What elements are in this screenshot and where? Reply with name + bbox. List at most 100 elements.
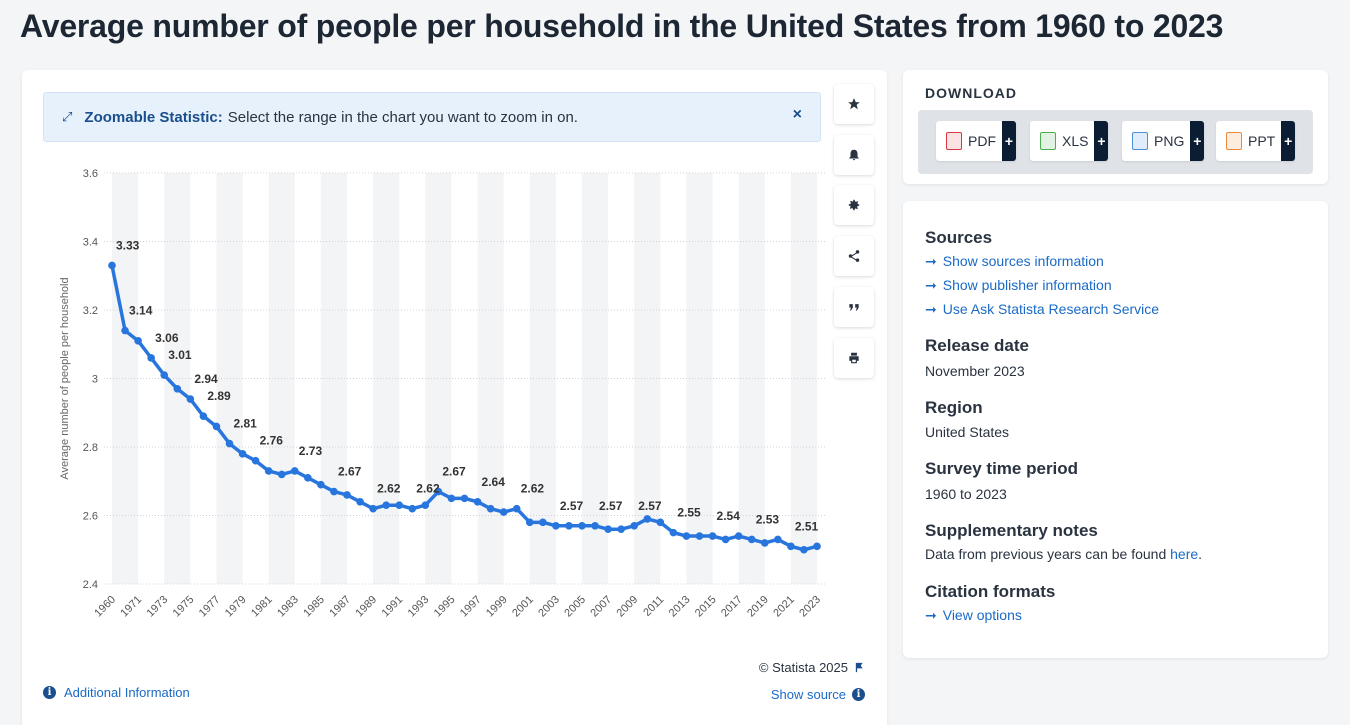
data-point [382,501,390,510]
x-tick-label: 1997 [458,594,484,620]
data-point [304,474,312,482]
x-tick-label: 2021 [771,594,797,620]
survey-period-title: Survey time period [925,459,1079,478]
download-ppt-label: PPT [1248,133,1276,149]
data-point [734,532,743,540]
show-source-link[interactable]: Show source i [771,687,865,702]
research-service-link[interactable]: ➞ Use Ask Statista Research Service [925,301,1159,318]
data-point [447,494,456,503]
data-point [656,518,665,527]
ppt-file-icon [1226,132,1242,150]
data-point [525,518,534,527]
view-options-link[interactable]: ➞ View options [925,607,1022,624]
favorite-button[interactable] [834,84,874,124]
grid-band [477,173,504,584]
show-sources-label[interactable]: Show sources information [942,253,1104,269]
data-point [774,535,782,544]
notification-button[interactable] [834,135,874,175]
x-tick-label: 1991 [380,594,406,620]
data-point [578,521,586,530]
download-tray: PDF + XLS + PNG + PPT + [918,110,1313,174]
data-point [787,542,795,551]
close-icon[interactable]: × [792,106,802,123]
data-point [238,450,247,458]
y-tick-label: 3.2 [83,305,98,317]
data-point [552,521,560,530]
data-point [108,261,116,270]
x-tick-label: 1975 [171,594,197,620]
download-xls-button[interactable]: XLS + [1030,121,1109,161]
citation-formats-title: Citation formats [925,582,1056,601]
data-point [173,384,182,393]
data-point [160,371,169,379]
plus-icon[interactable]: + [1002,121,1016,161]
flag-icon[interactable] [854,662,865,673]
print-button[interactable] [834,338,874,378]
additional-information-link[interactable]: i Additional Information [43,685,190,700]
cite-button[interactable] [834,287,874,327]
y-tick-label: 3.4 [83,237,98,249]
research-service-label[interactable]: Use Ask Statista Research Service [942,301,1160,317]
data-label: 2.62 [416,482,440,496]
data-point [356,498,364,506]
arrow-right-icon: ➞ [925,277,937,293]
data-label: 2.62 [521,482,545,496]
data-point [682,532,691,540]
x-tick-label: 2013 [667,594,693,620]
download-pdf-button[interactable]: PDF + [936,121,1016,161]
data-label: 2.67 [338,465,362,479]
data-point [643,515,652,523]
show-source-label[interactable]: Show source [770,687,846,702]
notes-here-link[interactable]: here [1170,546,1199,562]
y-tick-label: 2.6 [83,511,98,523]
data-point [499,508,508,516]
download-png-label: PNG [1154,133,1185,149]
show-publisher-link[interactable]: ➞ Show publisher information [925,277,1112,294]
x-tick-label: 2007 [588,594,614,620]
data-label: 2.94 [194,372,218,386]
download-pdf-label: PDF [968,133,996,149]
data-point [747,535,756,544]
show-publisher-label[interactable]: Show publisher information [942,277,1112,293]
additional-information-label[interactable]: Additional Information [64,685,190,700]
region-title: Region [925,398,983,417]
plus-icon[interactable]: + [1190,121,1205,161]
x-tick-label: 1960 [92,594,118,620]
supplementary-notes-text: Data from previous years can be found he… [925,546,1203,562]
share-icon [848,250,860,262]
png-file-icon [1132,132,1148,150]
settings-button[interactable] [834,185,874,225]
plus-icon[interactable]: + [1281,121,1296,161]
download-png-button[interactable]: PNG + [1122,121,1205,161]
grid-band [425,173,452,584]
plus-icon[interactable]: + [1094,121,1109,161]
data-point [539,518,547,527]
copyright[interactable]: © Statista 2025 [759,660,865,675]
data-point [395,501,404,510]
x-tick-label: 1985 [301,594,327,620]
chart-card: ⤢ Zoomable Statistic: Select the range i… [22,70,887,725]
data-point [330,487,338,496]
data-point [630,521,639,530]
zoom-text: Select the range in the chart you want t… [227,108,578,126]
grid-band [216,173,243,584]
data-point [434,487,443,496]
data-point [591,521,599,530]
data-point [186,395,195,403]
data-point [760,539,769,547]
line-chart[interactable]: 2.4 2.6 2.8 3 3.2 3.4 3.6 Average number of peo… [22,70,887,660]
arrow-right-icon: ➞ [925,301,937,317]
data-point [708,532,717,540]
download-ppt-button[interactable]: PPT + [1216,121,1296,161]
data-point [290,467,299,475]
x-tick-label: 1971 [118,594,144,620]
share-button[interactable] [834,236,874,276]
copyright-text[interactable]: © Statista 2025 [758,660,848,675]
grid-band [320,173,347,584]
data-point [317,480,325,489]
data-point [473,498,482,506]
show-sources-link[interactable]: ➞ Show sources information [925,253,1104,270]
xls-file-icon [1040,132,1056,150]
data-label: 2.89 [207,389,231,403]
view-options-label[interactable]: View options [942,607,1022,623]
